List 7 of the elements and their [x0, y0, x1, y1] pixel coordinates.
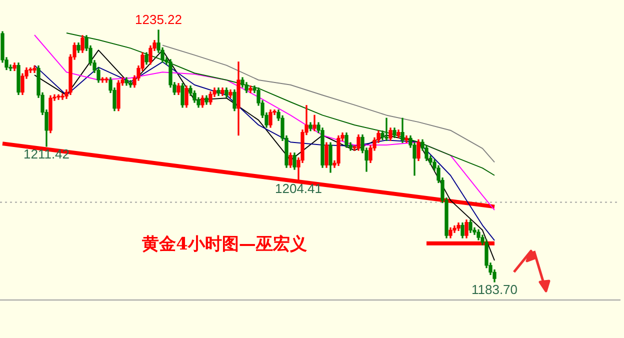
candlestick — [384, 118, 388, 141]
annotation: 1235.22 — [135, 12, 182, 28]
annotation: 1183.70 — [471, 282, 518, 298]
text: 黄金4小时图—巫宏义 — [141, 234, 307, 254]
annotation: 1211.42 — [23, 146, 70, 162]
annotation: 1204.41 — [275, 180, 322, 196]
candlestick — [60, 93, 64, 100]
